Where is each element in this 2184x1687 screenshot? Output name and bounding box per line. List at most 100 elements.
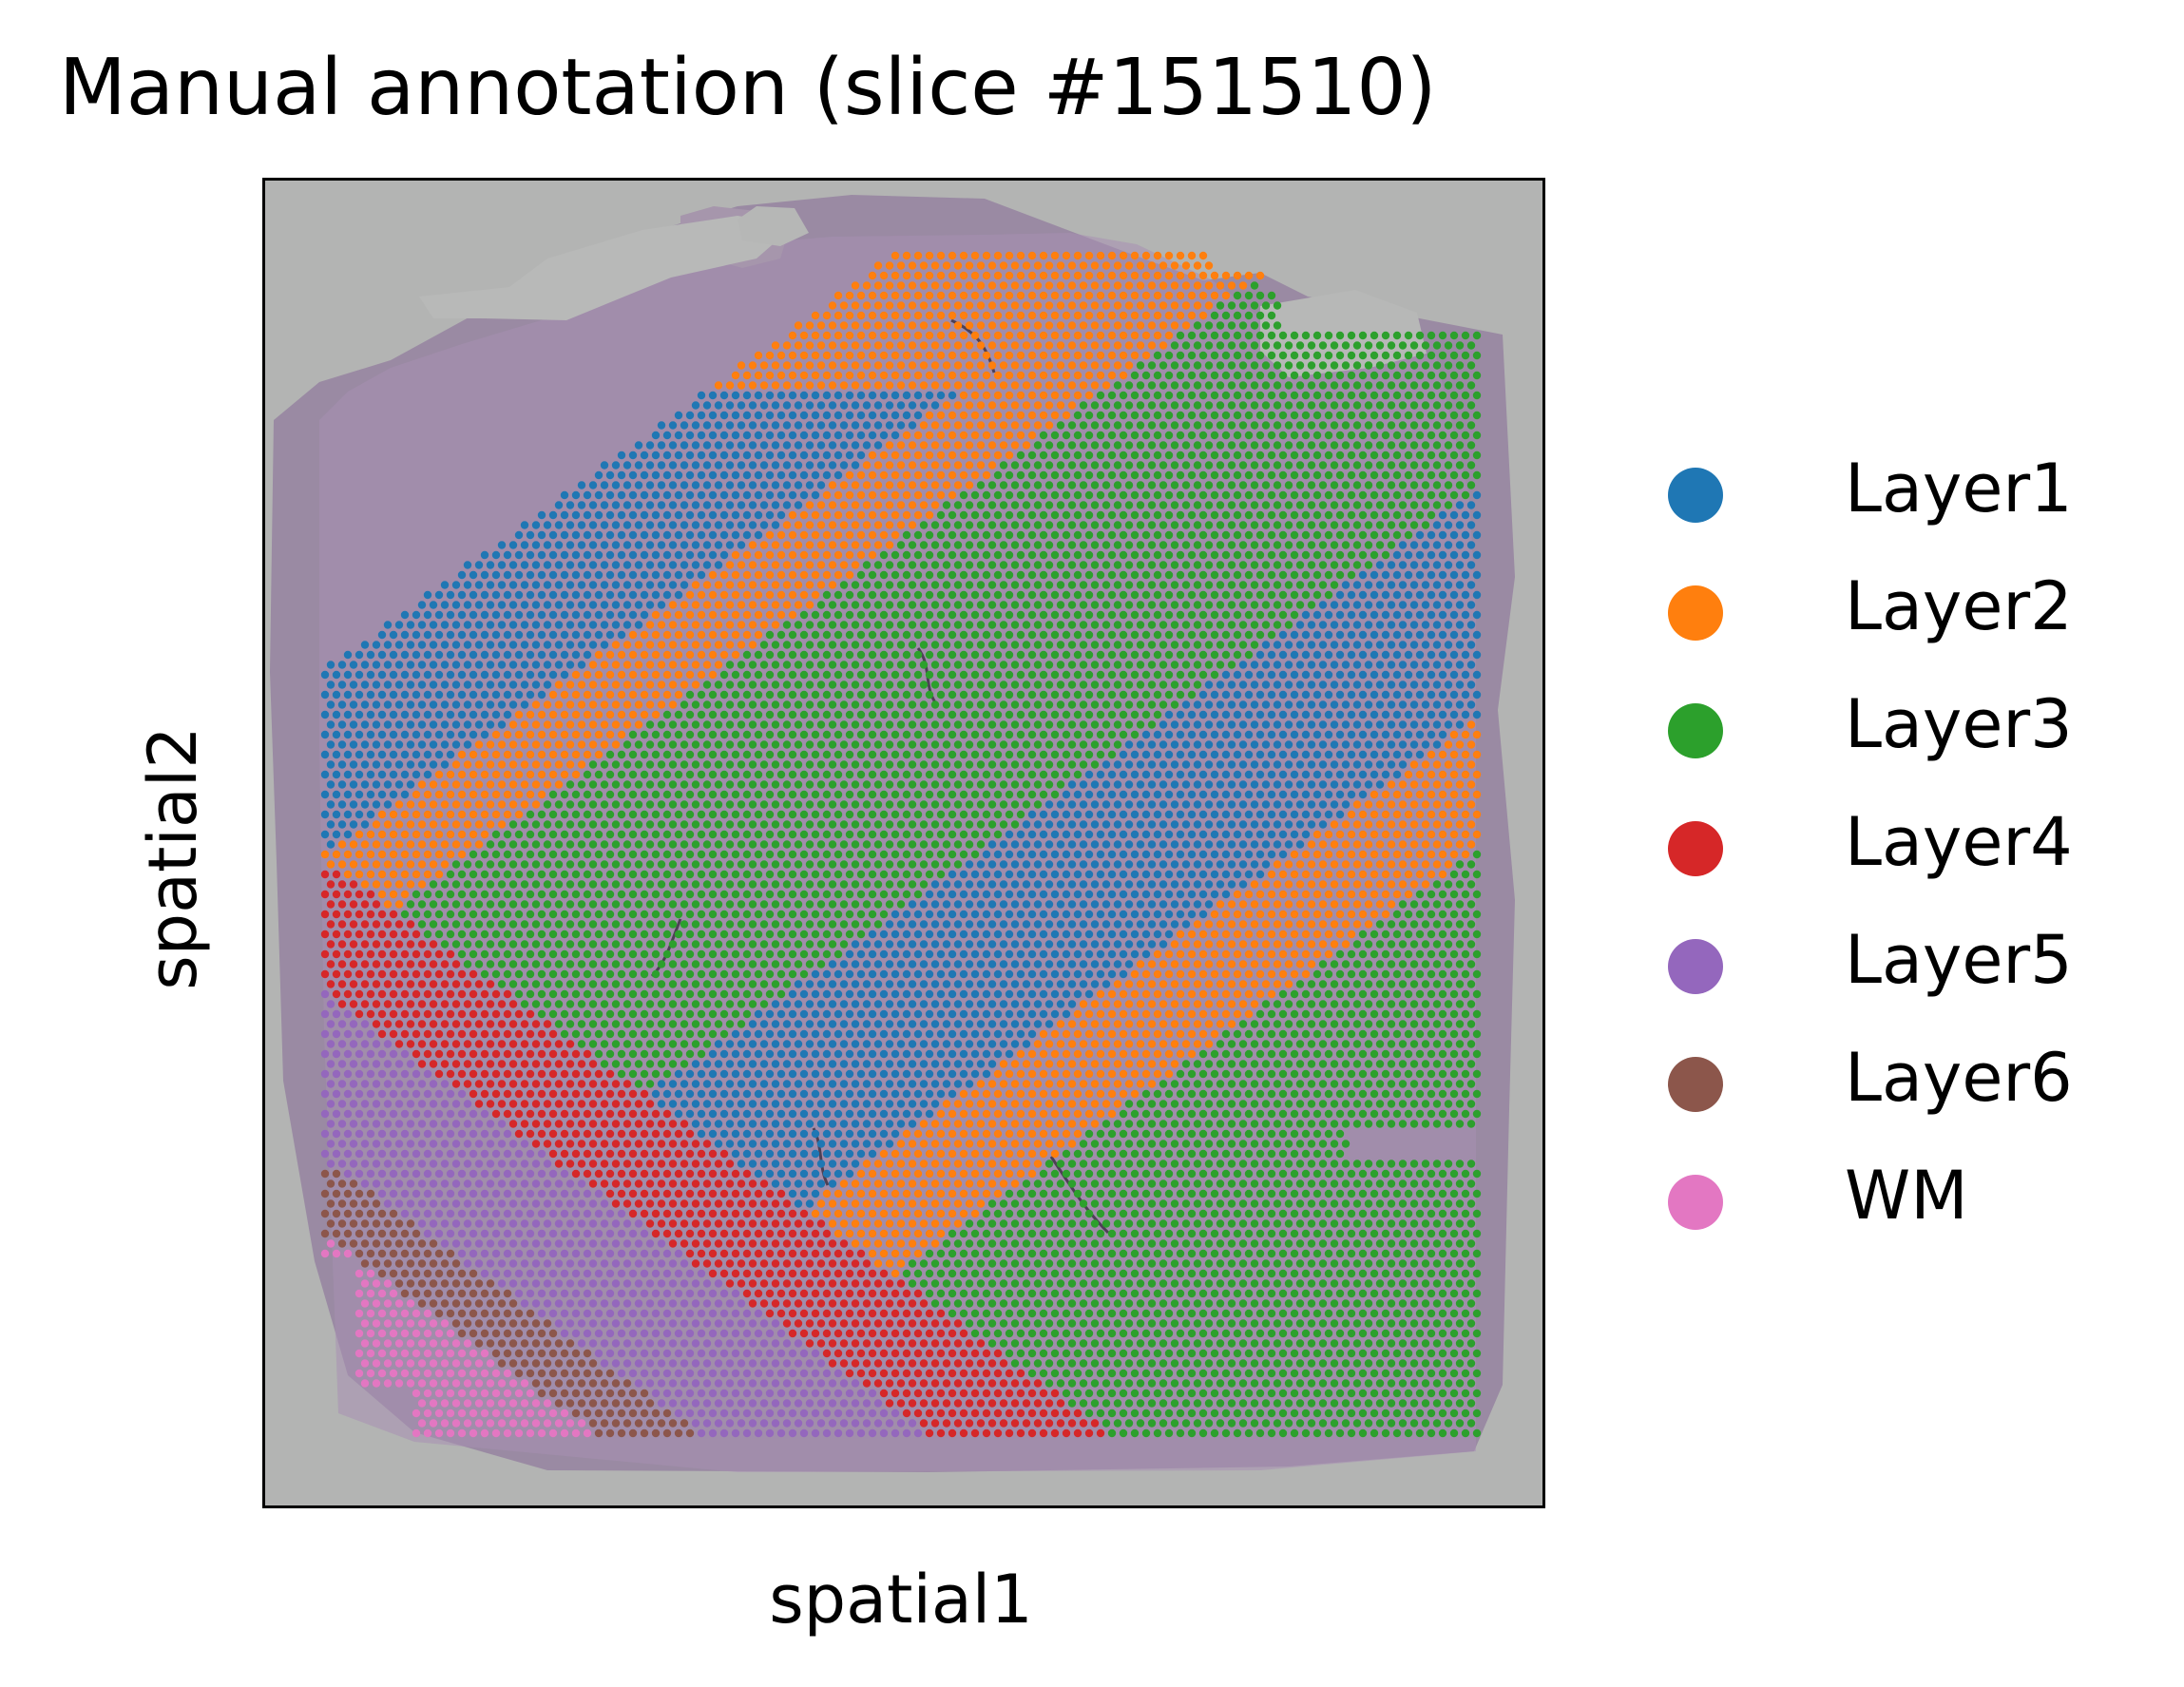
spot-layer3	[1164, 530, 1174, 540]
spot-layer3	[942, 740, 951, 749]
spot-layer1	[1216, 840, 1225, 849]
spot-layer1	[1233, 830, 1242, 839]
spot-layer1	[1278, 690, 1288, 700]
spot-layer3	[1039, 470, 1048, 480]
spot-layer3	[1387, 341, 1396, 350]
spot-layer1	[1409, 700, 1419, 709]
spot-layer2	[1096, 251, 1105, 260]
spot-layer2	[383, 860, 393, 869]
spot-layer1	[839, 401, 849, 410]
spot-layer3	[1330, 541, 1339, 549]
spot-layer3	[868, 670, 877, 680]
spot-layer2	[805, 341, 814, 350]
spot-layer3	[953, 840, 963, 849]
spot-layer1	[759, 481, 769, 489]
spot-layer2	[463, 760, 472, 769]
spot-layer1	[611, 461, 621, 470]
spot-layer3	[1067, 521, 1077, 529]
spot-layer3	[913, 650, 923, 660]
spot-layer1	[1119, 830, 1128, 839]
spot-layer3	[680, 740, 689, 749]
spot-layer2	[474, 840, 484, 849]
spot-layer1	[474, 601, 484, 609]
spot-layer2	[623, 681, 632, 689]
spot-layer2	[1461, 770, 1470, 779]
spot-layer3	[1267, 570, 1276, 580]
spot-layer1	[1381, 770, 1390, 779]
spot-layer3	[1119, 670, 1128, 680]
spot-layer1	[754, 411, 763, 420]
spot-layer2	[993, 411, 1003, 420]
spot-layer3	[1278, 451, 1288, 460]
spot-layer3	[1136, 581, 1145, 589]
spot-layer1	[463, 700, 472, 709]
spot-layer3	[1421, 361, 1430, 370]
spot-layer3	[987, 521, 997, 529]
spot-layer3	[1444, 401, 1453, 410]
spot-layer3	[1284, 441, 1293, 450]
spot-layer3	[1084, 510, 1094, 520]
spot-layer3	[885, 720, 894, 729]
spot-layer3	[822, 590, 832, 600]
spot-layer1	[1444, 621, 1453, 629]
spot-layer3	[1466, 441, 1476, 450]
spot-layer3	[1073, 590, 1082, 600]
spot-layer2	[514, 790, 524, 799]
spot-layer3	[1062, 770, 1071, 779]
spot-layer2	[685, 630, 695, 640]
spot-layer2	[885, 461, 894, 470]
spot-layer1	[1472, 570, 1482, 580]
spot-layer3	[1244, 530, 1254, 540]
spot-layer3	[1250, 481, 1259, 489]
spot-layer3	[645, 720, 655, 729]
spot-layer1	[1415, 730, 1425, 739]
spot-layer2	[1370, 850, 1379, 859]
spot-layer3	[828, 840, 837, 849]
spot-layer3	[885, 780, 894, 789]
spot-layer3	[1324, 431, 1333, 440]
spot-layer3	[1102, 720, 1111, 729]
spot-layer3	[657, 800, 666, 809]
spot-layer2	[400, 810, 410, 819]
spot-layer2	[531, 700, 541, 709]
spot-layer1	[434, 650, 444, 660]
spot-layer3	[1415, 451, 1425, 460]
spot-layer2	[611, 641, 621, 649]
spot-layer1	[383, 681, 393, 689]
spot-layer1	[1238, 661, 1248, 669]
spot-layer3	[851, 681, 860, 689]
spot-layer1	[1147, 840, 1157, 849]
spot-layer1	[451, 621, 461, 629]
spot-layer3	[765, 730, 775, 739]
spot-layer2	[725, 561, 735, 569]
spot-layer2	[754, 371, 763, 380]
spot-layer1	[1472, 710, 1482, 719]
spot-layer2	[748, 381, 757, 390]
spot-layer1	[1432, 700, 1442, 709]
spot-layer2	[1444, 800, 1453, 809]
spot-layer1	[1392, 570, 1402, 580]
spot-layer2	[337, 860, 347, 869]
spot-layer3	[1153, 650, 1162, 660]
spot-layer3	[691, 780, 700, 789]
spot-layer2	[645, 681, 655, 689]
spot-layer3	[1159, 661, 1168, 669]
spot-layer1	[1352, 641, 1362, 649]
spot-layer1	[1455, 700, 1465, 709]
spot-layer2	[1050, 311, 1060, 320]
spot-layer2	[885, 501, 894, 509]
spot-layer3	[1221, 311, 1231, 320]
spot-layer3	[765, 830, 775, 839]
spot-layer1	[463, 740, 472, 749]
spot-layer3	[1210, 331, 1219, 340]
spot-layer2	[891, 251, 900, 260]
spot-layer2	[902, 351, 911, 360]
spot-layer1	[343, 670, 353, 680]
spot-layer3	[1330, 401, 1339, 410]
spot-layer3	[1039, 650, 1048, 660]
spot-layer2	[1472, 750, 1482, 759]
spot-layer3	[1033, 780, 1043, 789]
spot-layer2	[833, 550, 843, 560]
spot-layer3	[1415, 411, 1425, 420]
spot-layer2	[1141, 311, 1151, 320]
